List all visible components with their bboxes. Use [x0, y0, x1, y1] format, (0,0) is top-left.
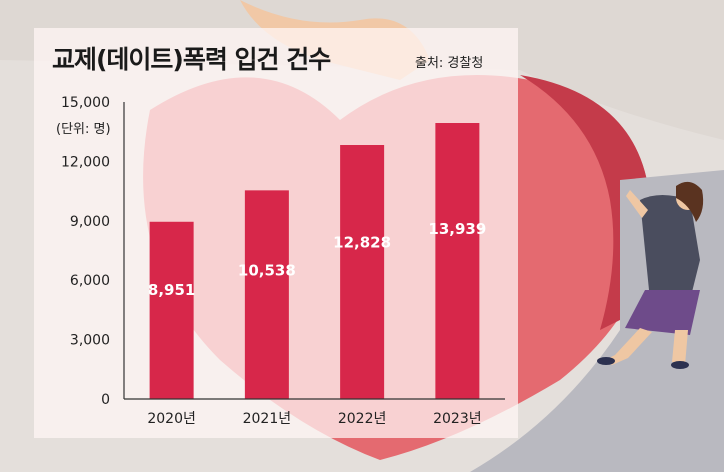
bar-value-label: 8,951	[148, 281, 195, 299]
bars	[149, 123, 480, 399]
x-tick-label: 2021년	[243, 411, 292, 427]
y-tick-label: 3,000	[70, 333, 110, 349]
y-tick-label: 6,000	[70, 273, 110, 289]
bar	[244, 190, 289, 399]
bar	[435, 123, 480, 399]
bar	[340, 145, 385, 399]
x-tick-label: 2022년	[338, 411, 387, 427]
woman-pushing-illustration	[597, 181, 704, 369]
bar-value-label: 10,538	[238, 262, 296, 280]
y-tick-label: 15,000	[61, 95, 110, 111]
unit-label: (단위: 명)	[56, 122, 111, 137]
y-tick-label: 9,000	[70, 214, 110, 230]
bar	[149, 221, 194, 399]
x-axis-ticks: 2020년 2021년 2022년 2023년	[147, 411, 481, 427]
bar-value-label: 12,828	[333, 234, 391, 252]
y-tick-label: 12,000	[61, 154, 110, 170]
chart-title: 교제(데이트)폭력 입건 건수	[52, 45, 331, 74]
bar-value-label: 13,939	[428, 220, 486, 238]
source-note: 출처: 경찰청	[415, 56, 484, 71]
x-tick-label: 2020년	[147, 411, 196, 427]
y-axis-ticks: 0 3,000 6,000 9,000 12,000 15,000	[61, 95, 110, 408]
y-tick-label: 0	[101, 392, 110, 408]
data-labels: 8,951 10,538 12,828 13,939	[148, 220, 486, 299]
x-tick-label: 2023년	[433, 411, 482, 427]
